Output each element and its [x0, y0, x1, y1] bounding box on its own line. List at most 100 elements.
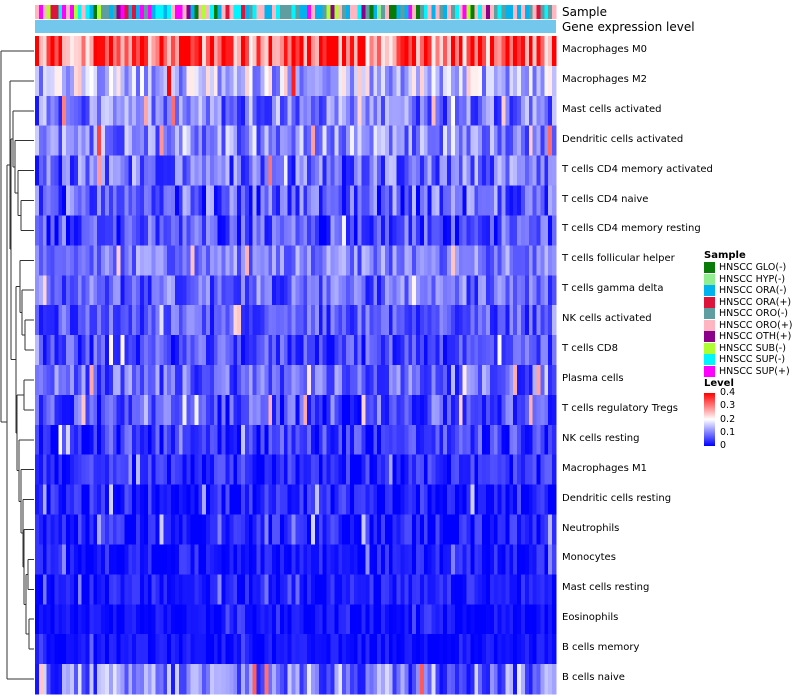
heatmap-cell	[447, 275, 452, 306]
heatmap-cell	[93, 125, 98, 156]
heatmap-cell	[291, 424, 296, 456]
sample-annotation-cell	[206, 5, 211, 19]
heatmap-cell	[353, 125, 359, 156]
heatmap-cell	[412, 245, 417, 276]
heatmap-cell	[186, 155, 191, 186]
heatmap-cell	[124, 95, 129, 127]
heatmap-cell	[221, 245, 226, 276]
sample-legend-swatch	[704, 331, 715, 343]
heatmap-cell	[307, 125, 312, 156]
heatmap-cell	[163, 275, 168, 306]
heatmap-cell	[482, 514, 487, 545]
heatmap-cell	[46, 454, 51, 485]
heatmap-cell	[318, 574, 324, 605]
row-label: Mast cells resting	[562, 582, 650, 594]
heatmap-cell	[388, 544, 394, 575]
heatmap-cell	[466, 36, 471, 67]
heatmap-cell	[174, 275, 180, 306]
heatmap-cell	[54, 484, 59, 515]
heatmap-cell	[517, 305, 522, 336]
sample-annotation-cell	[470, 5, 475, 19]
sample-annotation-cell	[93, 5, 98, 19]
sample-legend-items: HNSCC GLO(-) HNSCC HYP(-) HNSCC ORA(-) HNSC…	[704, 262, 800, 377]
heatmap-cell	[509, 335, 514, 366]
heatmap-cell	[447, 215, 452, 246]
heatmap-cell	[89, 215, 94, 246]
heatmap-cell	[307, 514, 312, 545]
heatmap-cell	[322, 664, 327, 695]
heatmap-cell	[462, 574, 467, 605]
heatmap-cell	[489, 484, 495, 515]
heatmap-cell	[322, 125, 327, 156]
heatmap-cell	[353, 544, 359, 575]
heatmap-cell	[217, 544, 222, 575]
heatmap-cell	[497, 65, 502, 97]
heatmap-cell	[493, 185, 498, 216]
heatmap-cell	[365, 604, 370, 635]
heatmap-cell	[513, 215, 518, 246]
heatmap-cell	[524, 305, 530, 336]
heatmap-cell	[132, 305, 137, 336]
heatmap-cell	[182, 275, 187, 306]
heatmap-cell	[229, 36, 234, 67]
heatmap-cell	[303, 36, 308, 67]
heatmap-cell	[384, 634, 390, 665]
heatmap-cell	[334, 365, 339, 396]
heatmap-cell	[35, 155, 40, 186]
heatmap-cell	[42, 215, 47, 246]
heatmap-cell	[303, 365, 308, 396]
heatmap-cell	[276, 514, 281, 545]
heatmap-cell	[217, 335, 222, 366]
heatmap-cell	[209, 185, 215, 216]
heatmap-cell	[136, 544, 141, 575]
sample-annotation-cell	[291, 5, 296, 19]
heatmap-cell	[66, 185, 71, 216]
heatmap-cell	[58, 245, 63, 276]
heatmap-cell	[128, 544, 133, 575]
heatmap-cell	[268, 544, 273, 575]
heatmap-cell	[497, 365, 502, 396]
heatmap-cell	[544, 65, 549, 97]
heatmap-cell	[237, 365, 242, 396]
heatmap-cell	[256, 335, 261, 366]
heatmap-cell	[342, 125, 347, 156]
heatmap-cell	[501, 185, 506, 216]
heatmap-cell	[392, 424, 397, 456]
heatmap-cell	[287, 604, 292, 635]
heatmap-cell	[307, 335, 312, 366]
heatmap-cell	[338, 95, 343, 127]
heatmap-cell	[85, 245, 90, 276]
heatmap-cell	[392, 634, 397, 665]
heatmap-cell	[532, 36, 537, 67]
heatmap-cell	[462, 424, 467, 456]
heatmap-cell	[357, 544, 362, 575]
heatmap-cell	[482, 394, 487, 426]
heatmap-cell	[182, 125, 187, 156]
heatmap-cell	[163, 514, 168, 545]
heatmap-cell	[116, 514, 121, 545]
heatmap-cell	[93, 664, 98, 695]
heatmap-cell	[497, 335, 502, 366]
heatmap-cell	[272, 245, 277, 276]
heatmap-cell	[42, 65, 47, 97]
heatmap-cell	[46, 215, 51, 246]
heatmap-cell	[116, 335, 121, 366]
heatmap-cell	[454, 36, 460, 67]
heatmap-cell	[206, 604, 211, 635]
heatmap-cell	[427, 454, 432, 485]
heatmap-cell	[474, 155, 479, 186]
heatmap-cell	[544, 484, 549, 515]
heatmap-cell	[548, 484, 553, 515]
heatmap-cell	[303, 394, 308, 426]
heatmap-cell	[244, 275, 250, 306]
heatmap-cell	[548, 454, 553, 485]
heatmap-cell	[260, 634, 265, 665]
heatmap-cell	[155, 514, 160, 545]
heatmap-cell	[217, 574, 222, 605]
heatmap-cell	[353, 275, 359, 306]
heatmap-cell	[171, 125, 176, 156]
heatmap-cell	[264, 604, 269, 635]
heatmap-cell	[209, 365, 215, 396]
heatmap-cell	[35, 544, 40, 575]
heatmap-cell	[85, 95, 90, 127]
